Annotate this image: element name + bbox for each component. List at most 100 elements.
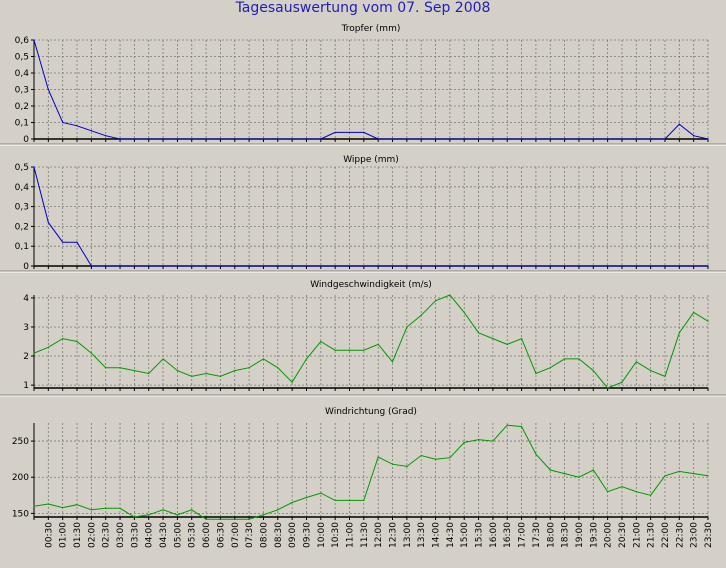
data-point [449, 294, 451, 296]
y-tick-label: 0,3 [15, 86, 29, 96]
data-point [62, 241, 64, 243]
data-point [592, 469, 594, 471]
data-point [492, 337, 494, 340]
data-point [363, 131, 365, 133]
chart-title: Tropfer (mm) [341, 24, 401, 34]
data-point [477, 332, 480, 334]
x-tick-label: 13:30 [417, 522, 427, 548]
data-point [664, 475, 666, 477]
x-tick-label: 15:00 [460, 522, 470, 548]
data-point [262, 514, 265, 516]
data-point [119, 138, 121, 140]
data-point [76, 504, 78, 506]
data-point [320, 340, 322, 343]
x-tick-label: 09:30 [302, 522, 312, 548]
x-tick-label: 14:30 [446, 522, 456, 548]
data-point [133, 516, 135, 518]
x-tick-label: 08:00 [259, 522, 269, 548]
data-point [62, 337, 64, 340]
data-point [707, 265, 709, 267]
x-tick-label: 05:30 [188, 522, 198, 548]
data-point [635, 265, 637, 267]
data-point [520, 426, 523, 428]
x-tick-label: 21:30 [647, 522, 657, 548]
x-tick-label: 22:00 [661, 522, 671, 548]
data-point [176, 369, 179, 372]
x-tick-label: 19:30 [589, 522, 599, 548]
data-point [592, 369, 594, 372]
data-point [492, 440, 494, 442]
data-point [47, 221, 49, 224]
data-point [520, 337, 523, 340]
data-point [678, 332, 680, 334]
chart-4: Windrichtung (Grad) 150 200 250 [12, 407, 709, 520]
charts-svg: Tropfer (mm) 0 0,1 0,2 0,3 0,4 0,5 0,6 Wippe (mm… [0, 24, 726, 548]
x-tick-label: 04:00 [145, 522, 155, 548]
data-point [47, 88, 49, 91]
data-point [621, 381, 623, 383]
data-point [664, 375, 666, 377]
y-tick-label: 0,6 [15, 36, 30, 46]
data-point [377, 456, 379, 458]
x-tick-label: 10:00 [317, 522, 327, 548]
chart-title: Wippe (mm) [343, 155, 399, 165]
series-line [33, 166, 708, 267]
data-point [693, 473, 695, 475]
data-point [406, 138, 408, 140]
x-tick-label: 12:30 [389, 522, 399, 548]
data-point [90, 352, 92, 354]
x-tick-label: 20:00 [604, 522, 614, 548]
x-tick-labels: 00:30 01:00 01:30 02:00 02:30 03:00 03:30 04:00… [44, 522, 714, 548]
data-point [650, 369, 652, 372]
data-point [320, 138, 322, 140]
x-tick-label: 09:00 [288, 522, 298, 548]
x-tick-label: 12:00 [374, 522, 384, 548]
data-point [434, 458, 437, 460]
data-point [607, 387, 609, 389]
x-tick-label: 23:00 [690, 522, 700, 548]
data-point [549, 469, 551, 471]
data-point [33, 505, 35, 507]
data-point [578, 138, 580, 140]
x-tick-label: 20:30 [618, 522, 628, 548]
data-point [205, 372, 207, 375]
data-point [119, 507, 121, 509]
data-point [248, 367, 250, 369]
page-title: Tagesauswertung vom 07. Sep 2008 [235, 0, 491, 16]
x-tick-label: 17:30 [532, 522, 542, 548]
data-point [391, 463, 394, 465]
chart-2: Wippe (mm) 0 0,1 0,2 0,3 0,4 0,5 [15, 155, 709, 272]
x-tick-label: 06:30 [216, 522, 226, 548]
data-point [463, 311, 465, 314]
data-point [635, 138, 637, 140]
y-tick-label: 1 [23, 381, 29, 391]
chart-panels: Tropfer (mm) 0 0,1 0,2 0,3 0,4 0,5 0,6 Wippe (mm… [0, 16, 726, 564]
data-point [219, 518, 222, 520]
data-point [162, 509, 164, 511]
x-tick-label: 03:30 [130, 522, 140, 548]
x-tick-label: 16:30 [503, 522, 513, 548]
data-point [377, 265, 379, 267]
x-tick-label: 17:00 [518, 522, 528, 548]
data-point [76, 125, 78, 127]
data-point [47, 503, 49, 505]
data-point [463, 441, 465, 444]
x-tick-label: 00:30 [44, 522, 54, 548]
chart-1: Tropfer (mm) 0 0,1 0,2 0,3 0,4 0,5 0,6 [15, 24, 709, 145]
y-tick-label: 0,5 [15, 53, 29, 63]
x-tick-label: 14:00 [432, 522, 442, 548]
data-point [148, 372, 150, 375]
data-point [535, 372, 537, 375]
x-tick-label: 11:00 [345, 522, 355, 548]
y-tick-label: 2 [23, 352, 29, 362]
data-point [578, 358, 580, 360]
chart-title: Windgeschwindigkeit (m/s) [310, 280, 432, 290]
data-point [76, 340, 78, 343]
data-point [90, 265, 92, 267]
data-point [234, 138, 236, 140]
data-point [607, 491, 609, 493]
y-tick-label: 0,5 [15, 163, 29, 173]
data-point [406, 326, 408, 328]
series-line [33, 424, 709, 520]
data-point [707, 475, 709, 477]
